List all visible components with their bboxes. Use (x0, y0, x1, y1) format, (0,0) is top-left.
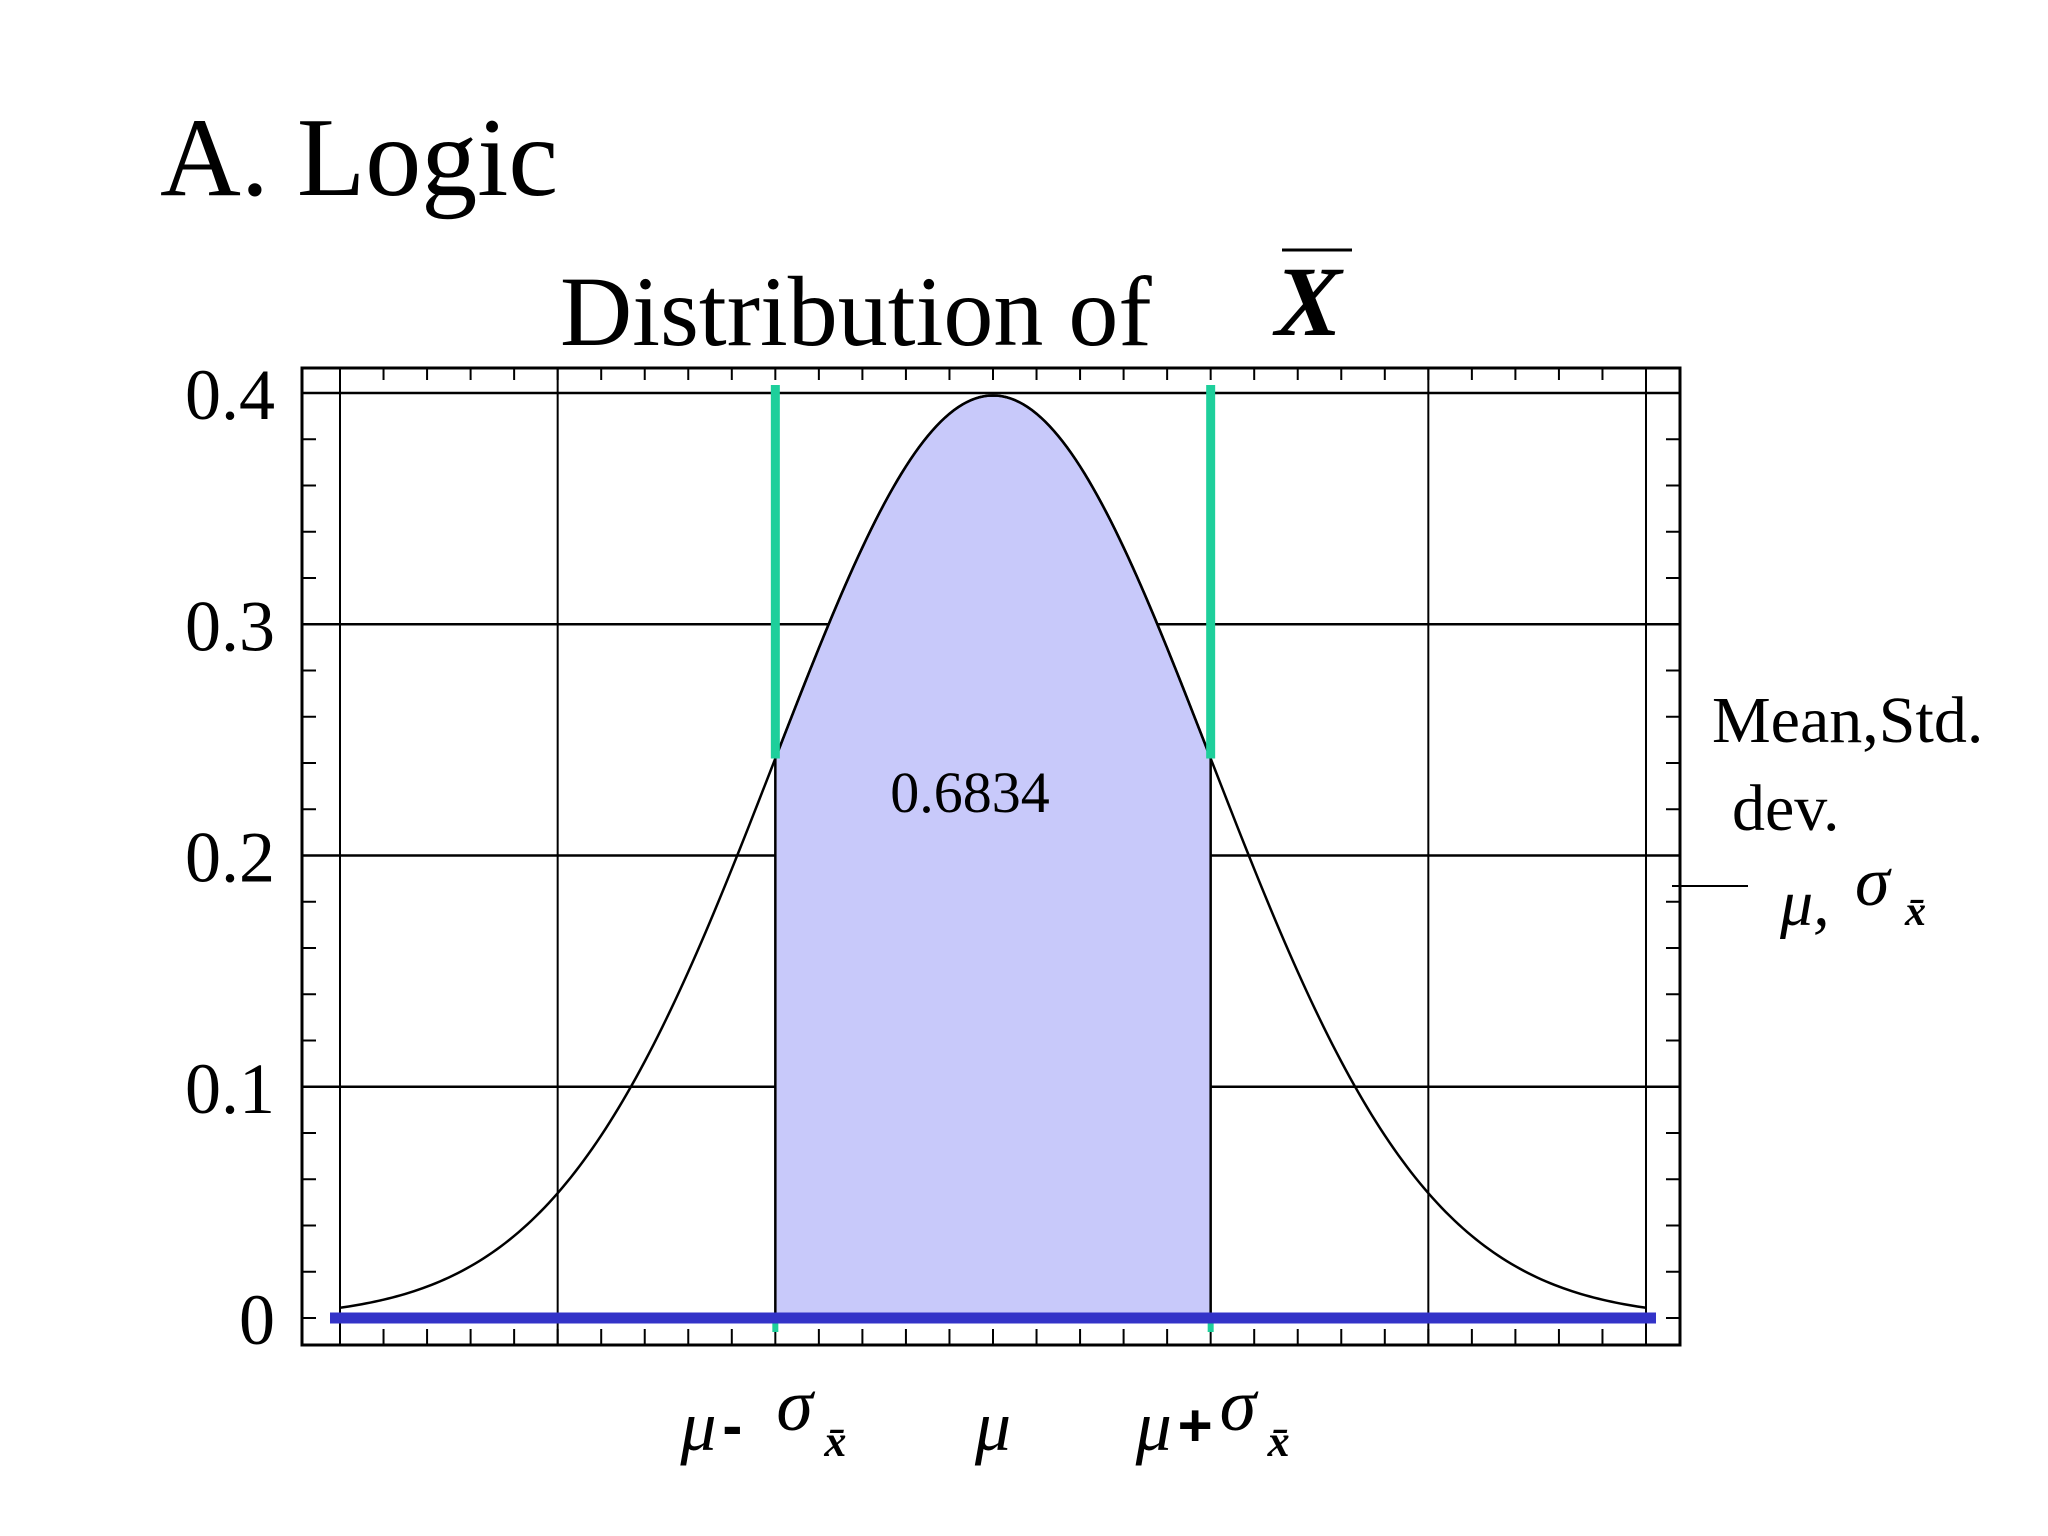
x-tick-mu: μ (1135, 1386, 1172, 1466)
y-tick-label: 0.4 (185, 355, 275, 435)
y-tick-label: 0.1 (185, 1049, 275, 1129)
annotation-params-sub: x̄ (1904, 889, 1926, 935)
shaded-region-group (774, 394, 1212, 1320)
x-tick-labels: μ - σ x̄ μ μ + σ x̄ (679, 1365, 1289, 1466)
y-tick-label: 0.2 (185, 818, 275, 898)
x-tick-operator: - (722, 1392, 742, 1459)
x-tick-label: μ (974, 1386, 1011, 1466)
annotation-params-mu: μ, (1779, 867, 1830, 940)
y-tick-label: 0.3 (185, 586, 275, 666)
curve-group (339, 394, 1647, 1309)
y-tick-labels: 0 0.1 0.2 0.3 0.4 (185, 355, 275, 1360)
x-tick-label: μ + σ x̄ (1135, 1365, 1290, 1466)
x-tick-mu: μ (679, 1386, 716, 1466)
x-tick-subscript: x̄ (823, 1417, 846, 1466)
annotation-line1: Mean,Std. (1712, 684, 1983, 757)
shaded-area-label: 0.6834 (890, 760, 1050, 825)
x-tick-sigma: σ (776, 1365, 815, 1447)
chart-title: Distribution of (560, 256, 1152, 367)
plot-frame (300, 366, 1682, 1347)
shaded-region (774, 394, 1212, 1320)
x-tick-operator: + (1178, 1392, 1213, 1459)
grid (302, 368, 1680, 1345)
x-tick-sigma: σ (1220, 1365, 1259, 1447)
plot-frame-group (300, 366, 1682, 1347)
x-tick-label: μ - σ x̄ (679, 1365, 846, 1466)
annotation-params-sigma: σ (1855, 844, 1892, 921)
x-tick-subscript: x̄ (1267, 1417, 1290, 1466)
chart-title-symbol: X (1272, 246, 1344, 357)
slide-heading: A. Logic (160, 96, 558, 220)
y-tick-label: 0 (239, 1280, 275, 1360)
annotation-line2: dev. (1732, 772, 1840, 845)
x-tick-mu: μ (974, 1386, 1011, 1466)
density-curve (339, 394, 1647, 1309)
